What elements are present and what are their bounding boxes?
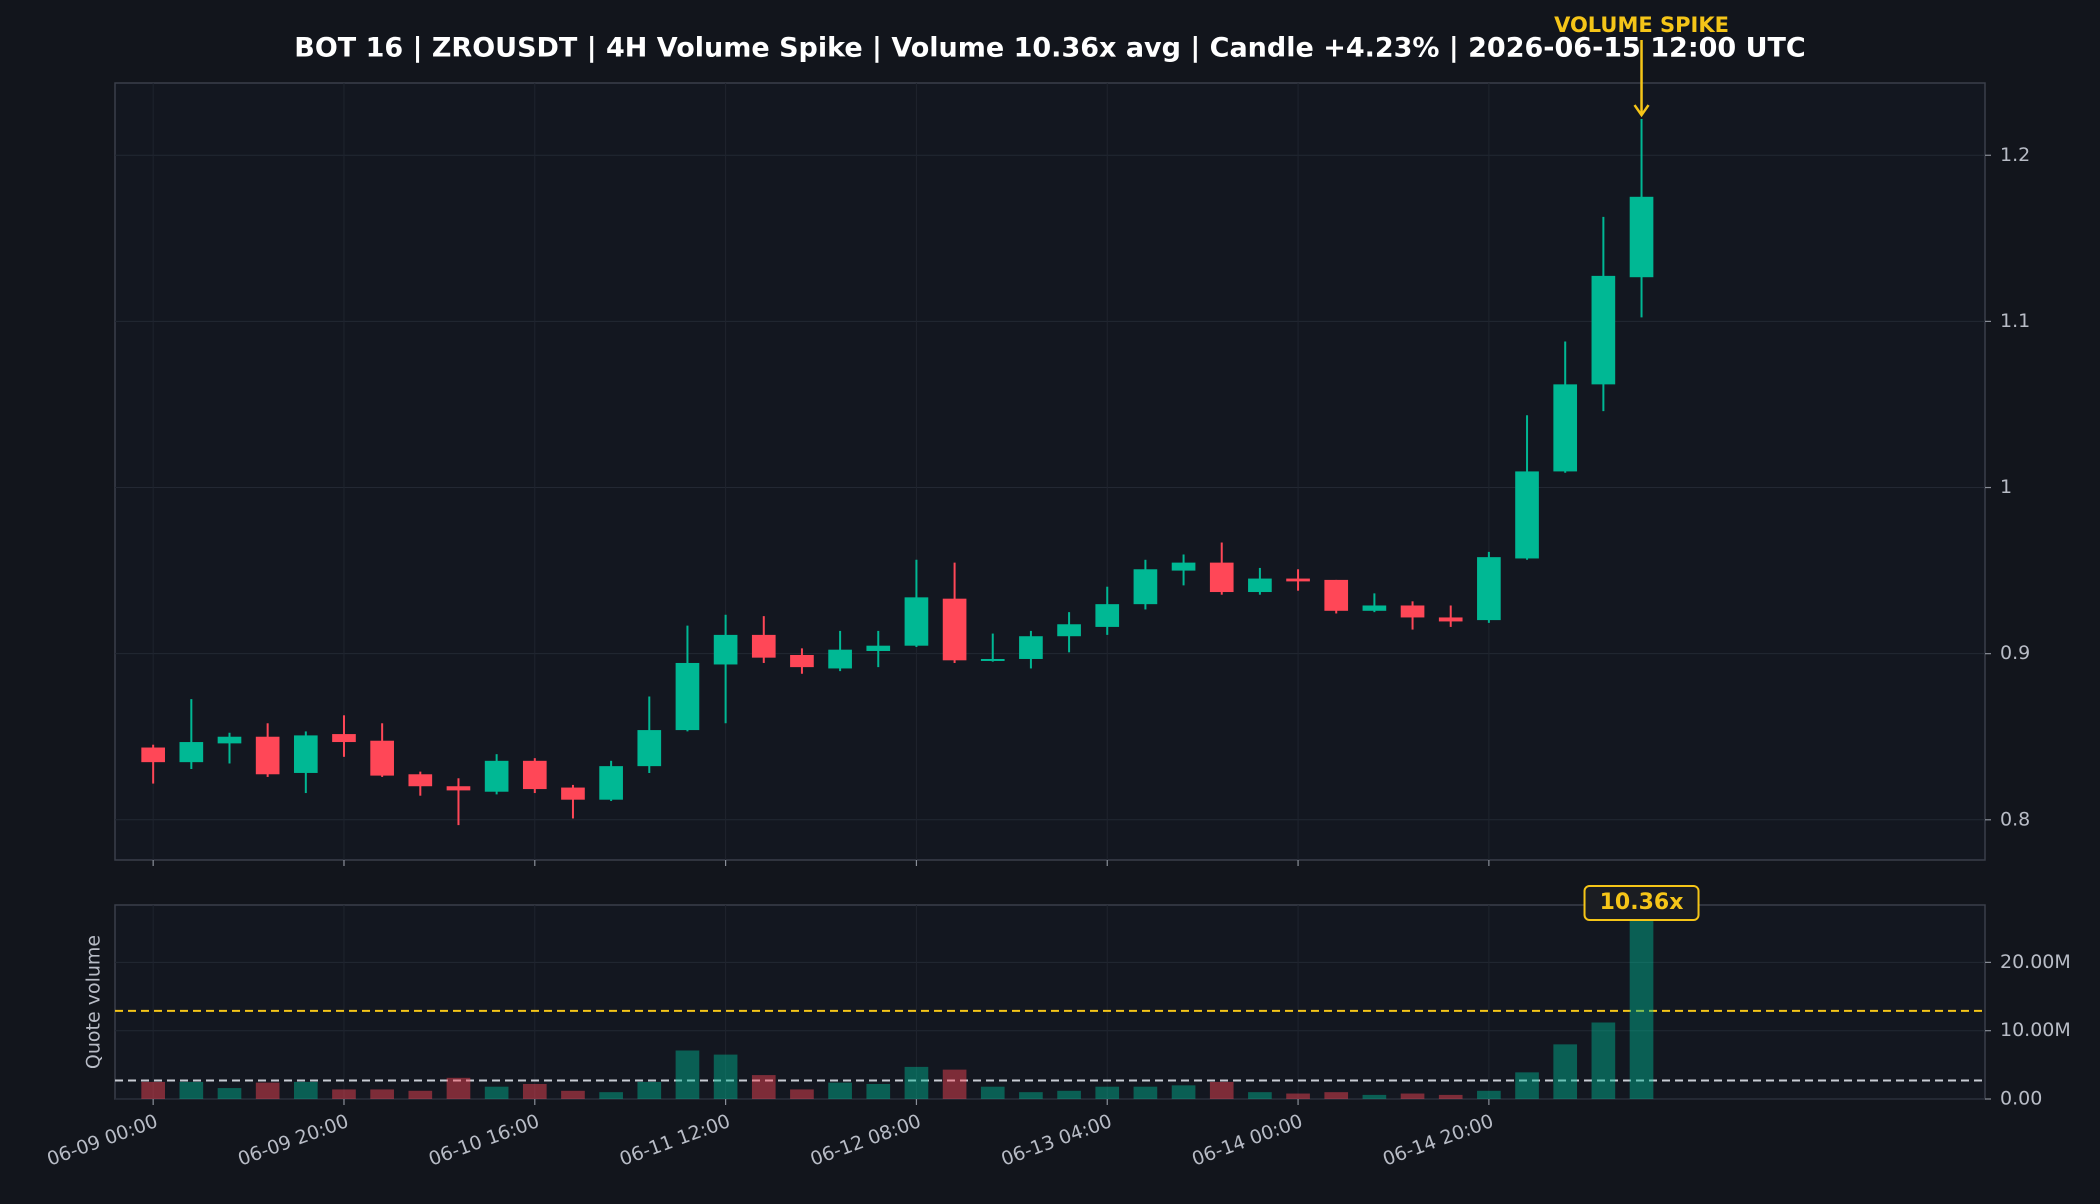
candle-body (179, 742, 204, 763)
volume-bar (1362, 1094, 1387, 1099)
candle-body (1324, 579, 1349, 611)
volume-bar (255, 1082, 280, 1099)
volume-axis-label: Quote volume (83, 935, 105, 1069)
volume-bar (332, 1089, 356, 1099)
volume-bar (1324, 1092, 1349, 1099)
candle-body (713, 634, 738, 665)
candle-body (141, 747, 165, 763)
candle-body (790, 654, 814, 668)
volume-bar (1019, 1092, 1043, 1099)
volume-bar (904, 1066, 929, 1099)
volume-bar (942, 1069, 967, 1099)
y-tick-label: 1.2 (2000, 144, 2030, 166)
y-tick-label: 20.00M (2000, 951, 2071, 973)
volume-bar (1057, 1090, 1081, 1099)
volume-bar (1553, 1044, 1578, 1099)
volume-bar (866, 1083, 891, 1099)
volume-bar (217, 1088, 242, 1099)
candle-body (1095, 604, 1120, 627)
volume-bar (408, 1090, 433, 1099)
volume-bar (980, 1086, 1005, 1099)
candle-body (561, 787, 585, 800)
volume-bar (675, 1050, 700, 1099)
candle-body (293, 735, 318, 773)
volume-bar (599, 1092, 623, 1099)
y-tick-label: 1 (2000, 476, 2012, 498)
volume-bar (484, 1086, 509, 1099)
y-tick-label: 10.00M (2000, 1019, 2071, 1041)
volume-bar (1133, 1086, 1158, 1099)
volume-bar (1438, 1094, 1463, 1099)
candle-body (1400, 605, 1425, 618)
candle-body (1362, 605, 1387, 611)
candle-body (484, 760, 509, 792)
candle-body (408, 774, 433, 787)
candle-body (1553, 384, 1578, 472)
candle-body (1057, 624, 1081, 637)
candle-body (980, 658, 1005, 661)
candle-body (255, 736, 280, 775)
candle-body (828, 649, 852, 669)
candle-body (1133, 569, 1158, 605)
volume-bar (1209, 1081, 1234, 1099)
annotation: VOLUME SPIKE (1554, 13, 1729, 37)
candle-body (675, 662, 700, 731)
candle-body (217, 736, 242, 744)
volume-bar (1248, 1092, 1272, 1099)
volume-bar (370, 1089, 394, 1099)
y-tick-label: 0.8 (2000, 808, 2030, 830)
volume-bar (828, 1082, 852, 1099)
candle-body (1209, 562, 1234, 593)
candle-body (1438, 617, 1463, 622)
annotation-box (1583, 885, 1700, 921)
y-tick-label: 0.00 (2000, 1088, 2042, 1110)
volume-bar (1477, 1090, 1501, 1099)
volume-bar (561, 1090, 585, 1099)
candle-body (1286, 578, 1310, 582)
candle-body (942, 598, 967, 661)
volume-bar (1171, 1085, 1196, 1099)
volume-bar (1286, 1093, 1310, 1099)
volume-bar (751, 1075, 776, 1099)
candle-body (599, 766, 623, 800)
candle-body (370, 740, 394, 776)
annotation-arrowhead (1633, 104, 1650, 118)
annotation: 10.36x (1600, 890, 1684, 915)
candle-body (1477, 557, 1501, 621)
volume-panel (114, 904, 1986, 1100)
candle-body (637, 730, 662, 767)
volume-bar (1591, 1022, 1616, 1099)
candle-body (446, 786, 471, 791)
volume-bar (179, 1081, 204, 1099)
volume-bar (637, 1081, 662, 1099)
price-panel (114, 82, 1986, 861)
volume-bar (1095, 1086, 1120, 1099)
candle-body (1629, 196, 1654, 278)
volume-bar (446, 1077, 471, 1099)
chart-title: BOT 16 | ZROUSDT | 4H Volume Spike | Vol… (294, 33, 1806, 64)
volume-bar (1400, 1093, 1425, 1099)
candle-body (1171, 562, 1196, 571)
candle-body (904, 597, 929, 646)
candle-body (751, 634, 776, 658)
candle-body (332, 734, 356, 743)
candle-body (1019, 636, 1043, 659)
volume-bar (790, 1089, 814, 1099)
y-tick-label: 0.9 (2000, 642, 2030, 664)
candle-body (1515, 471, 1539, 559)
candle-body (522, 760, 547, 790)
volume-bar (522, 1083, 547, 1099)
volume-bar (1629, 907, 1654, 1099)
volume-bar (141, 1081, 165, 1099)
volume-bar (293, 1081, 318, 1099)
candle-body (1248, 578, 1272, 593)
candle-body (866, 645, 891, 652)
y-tick-label: 1.1 (2000, 310, 2030, 332)
volume-bar (713, 1054, 738, 1099)
candle-body (1591, 275, 1616, 385)
volume-bar (1515, 1072, 1539, 1099)
